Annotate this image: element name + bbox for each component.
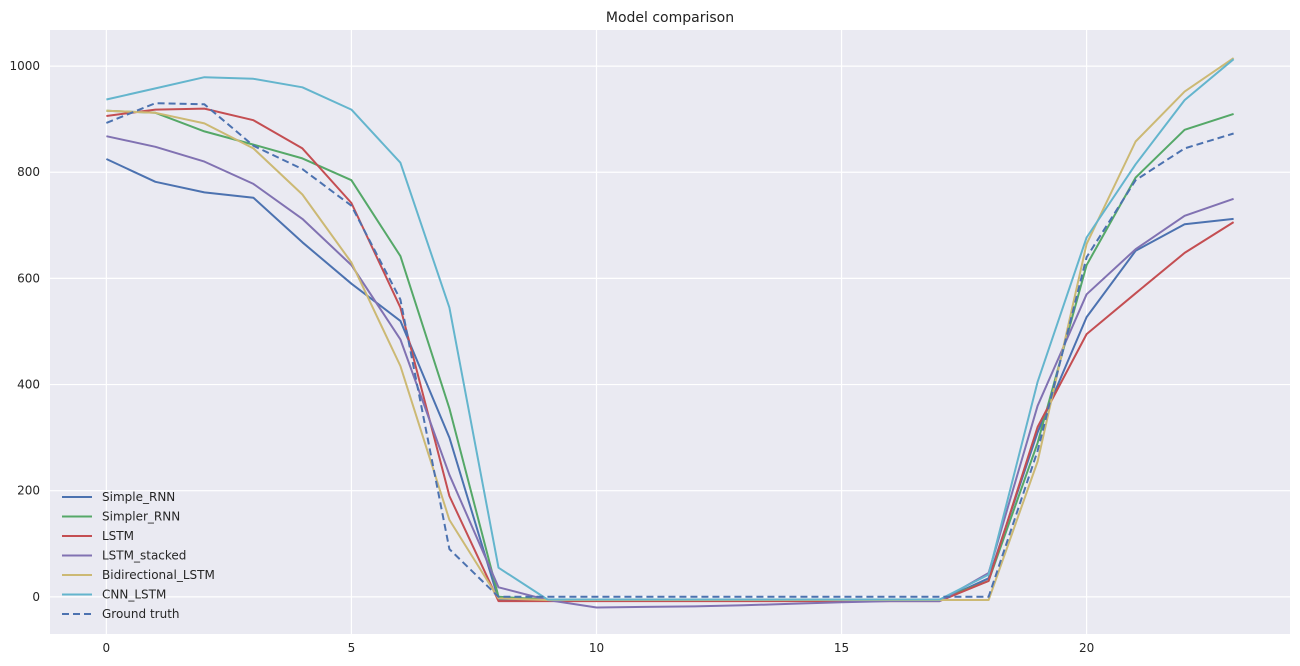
y-tick-label: 200 xyxy=(17,484,40,498)
legend-label: Bidirectional_LSTM xyxy=(102,568,215,582)
plot-background xyxy=(50,30,1290,634)
x-tick-label: 10 xyxy=(589,641,604,655)
y-tick-label: 400 xyxy=(17,378,40,392)
legend-label: CNN_LSTM xyxy=(102,588,166,602)
legend-label: LSTM xyxy=(102,529,134,543)
legend-label: Simple_RNN xyxy=(102,490,175,504)
x-tick-labels: 0 5 10 15 20 xyxy=(103,641,1095,655)
x-tick-label: 15 xyxy=(834,641,849,655)
legend-label: Ground truth xyxy=(102,607,180,621)
series-line-ground-truth xyxy=(106,102,1234,598)
legend-label: LSTM_stacked xyxy=(102,549,186,563)
chart-title: Model comparison xyxy=(606,10,734,26)
series-line-cnn-lstm xyxy=(106,58,1235,601)
legend: Simple_RNN Simpler_RNN LSTM LSTM_stacked Bid… xyxy=(62,490,215,621)
series-line-lstm-stacked xyxy=(106,135,1234,609)
x-tick-label: 20 xyxy=(1079,641,1094,655)
y-tick-label: 800 xyxy=(17,165,40,179)
legend-label: Simpler_RNN xyxy=(102,510,180,524)
series-lines xyxy=(105,57,1235,609)
y-tick-label: 600 xyxy=(17,271,40,285)
series-line-lstm xyxy=(106,107,1235,603)
y-tick-labels: 0 200 400 600 800 1000 xyxy=(9,59,40,604)
y-tick-label: 1000 xyxy=(9,59,40,73)
x-tick-label: 5 xyxy=(348,641,356,655)
y-tick-label: 0 xyxy=(32,590,40,604)
x-tick-label: 0 xyxy=(103,641,111,655)
